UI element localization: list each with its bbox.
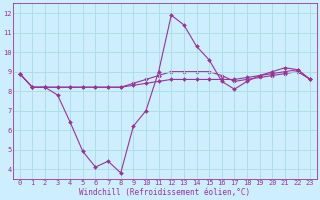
X-axis label: Windchill (Refroidissement éolien,°C): Windchill (Refroidissement éolien,°C) bbox=[79, 188, 251, 197]
